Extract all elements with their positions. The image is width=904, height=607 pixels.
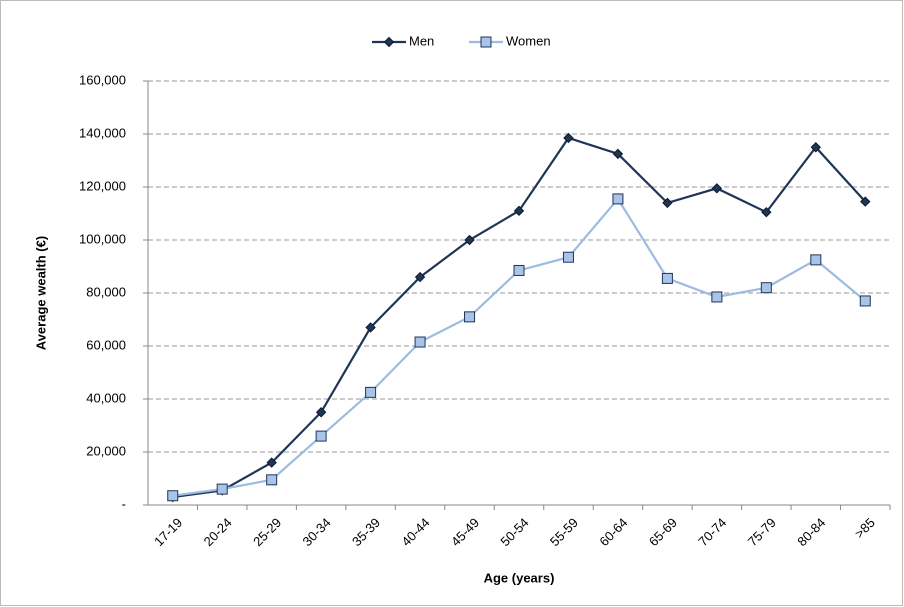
data-point — [711, 291, 723, 303]
data-point — [266, 474, 278, 486]
data-point — [414, 271, 426, 283]
data-point — [711, 183, 723, 194]
legend-marker — [383, 36, 395, 48]
data-point — [859, 295, 871, 307]
data-point — [414, 336, 426, 348]
data-point — [216, 483, 228, 495]
y-tick-label: 160,000 — [79, 72, 126, 87]
data-point — [563, 132, 574, 144]
data-point — [761, 206, 772, 218]
data-point — [464, 234, 475, 246]
y-axis-label: Average wealth (€) — [33, 236, 48, 350]
legend-marker — [480, 36, 492, 48]
data-point — [315, 407, 327, 418]
data-point — [612, 193, 624, 205]
y-tick-label: 40,000 — [86, 390, 126, 405]
y-tick-label: 60,000 — [86, 337, 126, 352]
y-tick-label: 100,000 — [79, 231, 126, 246]
data-point — [513, 264, 525, 276]
data-point — [513, 205, 525, 217]
y-tick-label: - — [122, 496, 126, 511]
data-point — [464, 311, 476, 323]
legend-label: Men — [409, 33, 434, 48]
data-point — [612, 148, 624, 160]
legend-label: Women — [506, 33, 551, 48]
data-point — [760, 282, 772, 294]
x-axis-label: Age (years) — [484, 570, 555, 585]
y-tick-label: 80,000 — [86, 284, 126, 299]
data-point — [810, 254, 822, 266]
data-point — [661, 272, 673, 284]
data-point — [266, 457, 277, 468]
data-point — [315, 430, 327, 442]
y-tick-label: 20,000 — [86, 443, 126, 458]
data-point — [365, 386, 377, 398]
data-point — [810, 142, 822, 153]
data-point — [562, 251, 574, 263]
y-tick-label: 140,000 — [79, 125, 126, 140]
data-point — [365, 322, 376, 333]
data-point — [662, 197, 673, 209]
y-tick-label: 120,000 — [79, 178, 126, 193]
data-point — [860, 196, 871, 207]
data-point — [167, 490, 179, 502]
